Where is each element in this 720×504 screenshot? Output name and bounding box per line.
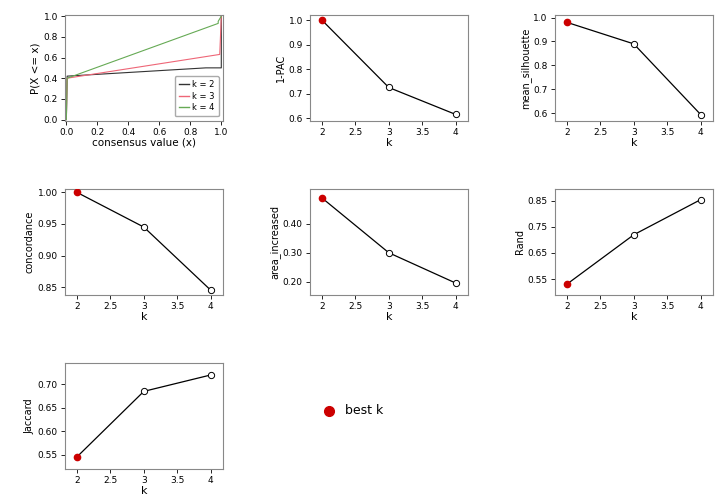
X-axis label: k: k — [631, 138, 637, 148]
X-axis label: k: k — [140, 312, 147, 322]
Y-axis label: P(X <= x): P(X <= x) — [31, 42, 41, 94]
Y-axis label: concordance: concordance — [25, 211, 35, 273]
X-axis label: k: k — [385, 312, 392, 322]
Y-axis label: mean_silhouette: mean_silhouette — [520, 27, 531, 108]
X-axis label: consensus value (x): consensus value (x) — [92, 138, 196, 148]
Y-axis label: Jaccard: Jaccard — [25, 398, 35, 434]
Legend: k = 2, k = 3, k = 4: k = 2, k = 3, k = 4 — [174, 76, 219, 116]
X-axis label: k: k — [385, 138, 392, 148]
X-axis label: k: k — [631, 312, 637, 322]
Y-axis label: 1-PAC: 1-PAC — [276, 54, 286, 82]
Y-axis label: area_increased: area_increased — [269, 205, 280, 279]
Y-axis label: Rand: Rand — [515, 229, 525, 255]
Text: best k: best k — [345, 404, 383, 417]
X-axis label: k: k — [140, 486, 147, 496]
